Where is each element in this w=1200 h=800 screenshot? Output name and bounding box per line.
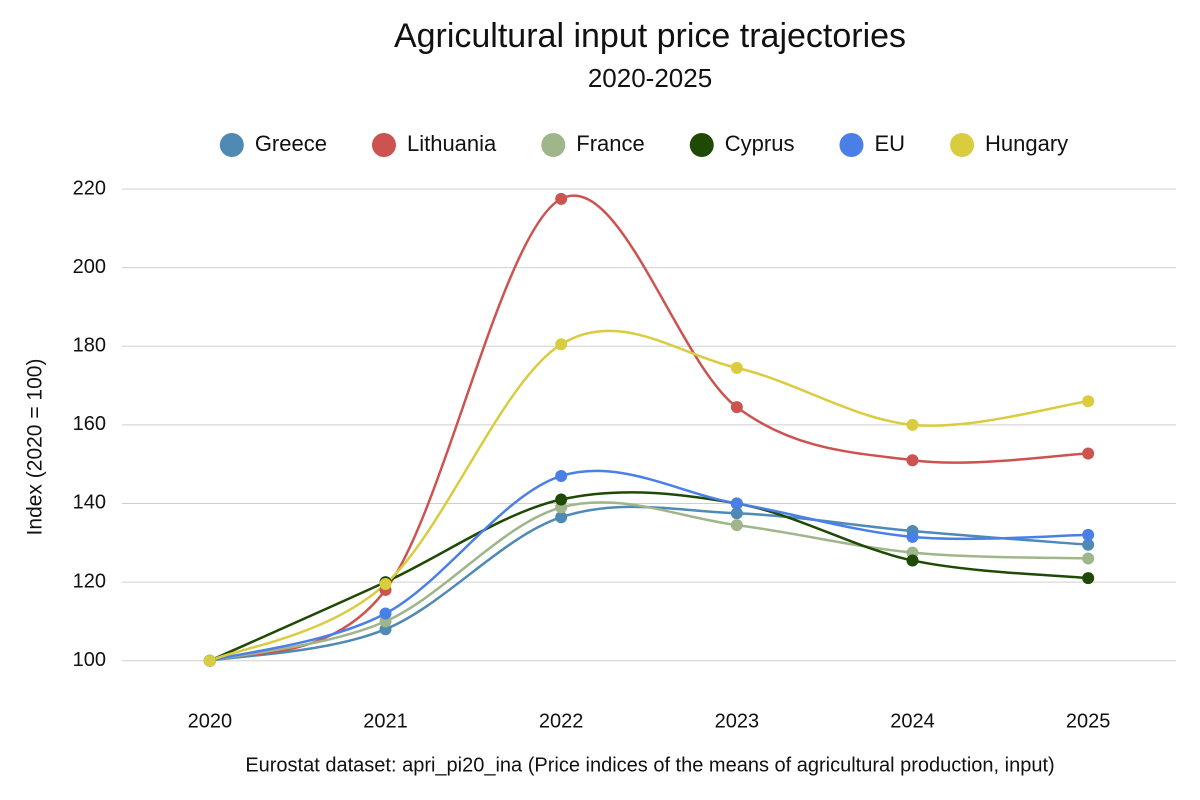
data-point [730, 507, 743, 520]
legend-swatch [219, 133, 244, 157]
y-tick-label: 100 [73, 649, 106, 671]
data-point [730, 361, 743, 374]
series-line [209, 469, 1089, 662]
y-tick-label: 160 [73, 413, 106, 435]
x-tick-label: 2022 [539, 710, 584, 732]
y-tick-label: 140 [73, 492, 106, 514]
chart-title: Agricultural input price trajectories [394, 17, 906, 55]
x-tick-label: 2025 [1066, 710, 1111, 732]
legend-swatch [541, 133, 566, 157]
data-point [1082, 528, 1095, 541]
data-point [730, 497, 743, 510]
legend-label: Greece [255, 131, 327, 156]
data-point [906, 454, 919, 467]
y-tick-label: 200 [73, 256, 106, 278]
data-point [555, 493, 568, 506]
x-tick-label: 2020 [188, 710, 233, 732]
legend-swatch [371, 133, 396, 157]
data-point [1082, 552, 1095, 565]
data-point [730, 519, 743, 532]
series-line [209, 491, 1089, 662]
legend: Greece Lithuania France Cyprus EU Hungary [219, 131, 1068, 157]
data-point [555, 469, 568, 482]
legend-label: Cyprus [725, 131, 795, 156]
data-point [379, 578, 392, 591]
legend-label: Lithuania [407, 131, 497, 156]
series-line [209, 501, 1089, 662]
legend-swatch [950, 133, 975, 157]
y-axis-label: Index (2020 = 100) [24, 359, 47, 536]
data-point [555, 338, 568, 351]
series-line [209, 194, 1089, 662]
source-note: Eurostat dataset: apri_pi20_ina (Price i… [245, 754, 1054, 776]
legend-label: Hungary [985, 131, 1068, 156]
legend-label: France [576, 131, 644, 156]
data-point [555, 511, 568, 524]
legend-swatch [839, 133, 864, 157]
x-tick-label: 2021 [363, 710, 408, 732]
data-point [379, 607, 392, 620]
data-point [906, 554, 919, 567]
y-tick-label: 180 [73, 335, 106, 357]
data-point [203, 654, 216, 667]
data-point [730, 401, 743, 414]
legend-label: EU [874, 131, 905, 156]
series-line [209, 329, 1089, 662]
data-point [1082, 395, 1095, 408]
y-tick-label: 220 [73, 177, 106, 199]
x-tick-label: 2023 [715, 710, 760, 732]
series-line [209, 505, 1089, 662]
y-tick-label: 120 [73, 570, 106, 592]
chart-subtitle: 2020-2025 [588, 63, 712, 93]
data-point [1082, 538, 1095, 551]
data-point [555, 192, 568, 205]
data-point [906, 530, 919, 543]
x-tick-label: 2024 [890, 710, 935, 732]
data-point [1082, 572, 1095, 585]
data-point [906, 418, 919, 431]
legend-swatch [689, 133, 714, 157]
data-point [1082, 447, 1095, 460]
